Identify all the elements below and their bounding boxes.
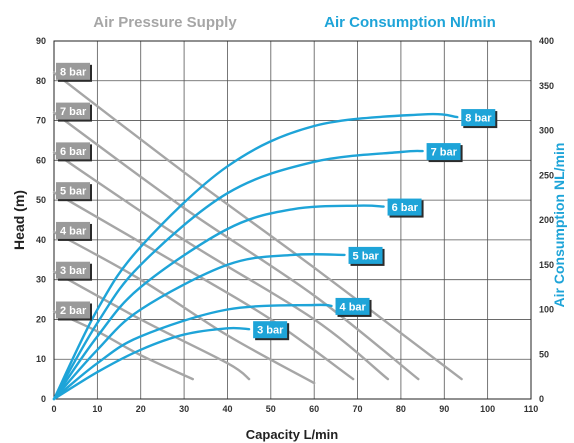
tag-box <box>387 198 422 216</box>
tag-label: 3 bar <box>60 265 87 277</box>
tag-label: 8 bar <box>60 66 87 78</box>
consumption-tag-6-bar: 6 bar <box>387 198 424 218</box>
y-left-tick-label: 70 <box>36 116 46 126</box>
consumption-tag-5-bar: 5 bar <box>348 246 385 266</box>
pressure-tag-7-bar: 7 bar <box>56 102 92 122</box>
x-tick-label: 30 <box>179 404 189 414</box>
plot-frame <box>53 40 532 400</box>
y-left-tick-label: 80 <box>36 76 46 86</box>
y-axis-right-title: Air Consumption NL/min <box>551 143 567 308</box>
tag-box <box>253 321 288 339</box>
tag-box <box>426 143 461 161</box>
tag-label: 5 bar <box>353 250 380 262</box>
x-tick-label: 110 <box>524 404 539 414</box>
tag-box <box>56 142 90 160</box>
x-tick-label: 60 <box>309 404 319 414</box>
consumption-tag-8-bar: 8 bar <box>461 109 498 129</box>
pressure-line-7-bar <box>52 111 420 381</box>
y-left-tick-label: 50 <box>36 195 46 205</box>
tag-label: 5 bar <box>60 186 87 198</box>
y-right-tick-label: 200 <box>539 215 554 225</box>
tag-label: 2 bar <box>60 305 87 317</box>
consumption-line-3-bar <box>52 326 251 401</box>
tag-label: 8 bar <box>465 113 492 125</box>
y-right-tick-label: 100 <box>539 305 554 315</box>
x-tick-label: 10 <box>92 404 102 414</box>
consumption-tag-3-bar: 3 bar <box>253 321 290 341</box>
pressure-line-5-bar <box>52 191 355 381</box>
x-tick-label: 70 <box>353 404 363 414</box>
y-right-tick-label: 300 <box>539 126 554 136</box>
x-tick-label: 0 <box>51 404 56 414</box>
tag-label: 6 bar <box>392 202 419 214</box>
pressure-tag-3-bar: 3 bar <box>56 261 92 281</box>
tag-box <box>56 182 90 200</box>
pressure-line-3-bar <box>52 270 251 381</box>
y-right-tick-label: 50 <box>539 349 549 359</box>
pressure-line-8-bar <box>52 71 463 381</box>
consumption-tag-7-bar: 7 bar <box>426 143 463 163</box>
consumption-line-5-bar <box>52 252 346 401</box>
x-tick-label: 20 <box>136 404 146 414</box>
tag-box <box>461 109 496 127</box>
y-right-tick-label: 250 <box>539 170 554 180</box>
x-tick-label: 40 <box>222 404 232 414</box>
pressure-tag-6-bar: 6 bar <box>56 142 92 162</box>
pressure-tag-5-bar: 5 bar <box>56 182 92 202</box>
y-left-tick-label: 20 <box>36 314 46 324</box>
y-right-tick-label: 350 <box>539 81 554 91</box>
tag-label: 4 bar <box>60 225 87 237</box>
tag-box <box>56 261 90 279</box>
pressure-tag-2-bar: 2 bar <box>56 301 92 321</box>
y-right-tick-label: 0 <box>539 394 544 404</box>
tag-box <box>348 246 383 264</box>
consumption-line-8-bar <box>52 112 459 401</box>
tag-box <box>56 62 90 80</box>
pressure-line-6-bar <box>52 151 390 381</box>
tag-label: 7 bar <box>60 106 87 118</box>
tag-box <box>56 301 90 319</box>
tag-label: 7 bar <box>431 147 458 159</box>
x-tick-label: 100 <box>480 404 495 414</box>
x-tick-label: 80 <box>396 404 406 414</box>
tag-label: 4 bar <box>340 301 367 313</box>
header-air-consumption: Air Consumption Nl/min <box>324 14 496 31</box>
consumption-tag-4-bar: 4 bar <box>335 297 372 317</box>
y-right-tick-label: 400 <box>539 36 554 46</box>
consumption-line-7-bar <box>52 149 424 401</box>
y-left-tick-label: 40 <box>36 235 46 245</box>
y-left-tick-label: 90 <box>36 36 46 46</box>
y-left-tick-label: 10 <box>36 354 46 364</box>
consumption-line-4-bar <box>52 303 333 401</box>
pressure-tag-4-bar: 4 bar <box>56 221 92 241</box>
y-left-tick-label: 60 <box>36 155 46 165</box>
tag-box <box>56 102 90 120</box>
x-tick-label: 90 <box>439 404 449 414</box>
tag-box <box>335 297 370 315</box>
pressure-tag-8-bar: 8 bar <box>56 62 92 82</box>
header-air-pressure-supply: Air Pressure Supply <box>93 14 237 31</box>
tag-box <box>56 221 90 239</box>
y-left-tick-label: 30 <box>36 275 46 285</box>
tag-label: 3 bar <box>257 325 284 337</box>
y-axis-left-title: Head (m) <box>11 190 27 250</box>
x-axis-title: Capacity L/min <box>246 427 339 442</box>
grid <box>54 41 531 399</box>
consumption-line-6-bar <box>52 204 385 401</box>
x-tick-label: 50 <box>266 404 276 414</box>
pressure-line-4-bar <box>52 230 316 385</box>
y-left-tick-label: 0 <box>41 394 46 404</box>
y-right-tick-label: 150 <box>539 260 554 270</box>
tag-label: 6 bar <box>60 146 87 158</box>
